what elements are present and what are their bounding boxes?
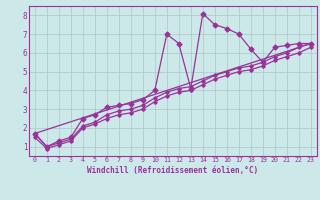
X-axis label: Windchill (Refroidissement éolien,°C): Windchill (Refroidissement éolien,°C) [87, 166, 258, 175]
